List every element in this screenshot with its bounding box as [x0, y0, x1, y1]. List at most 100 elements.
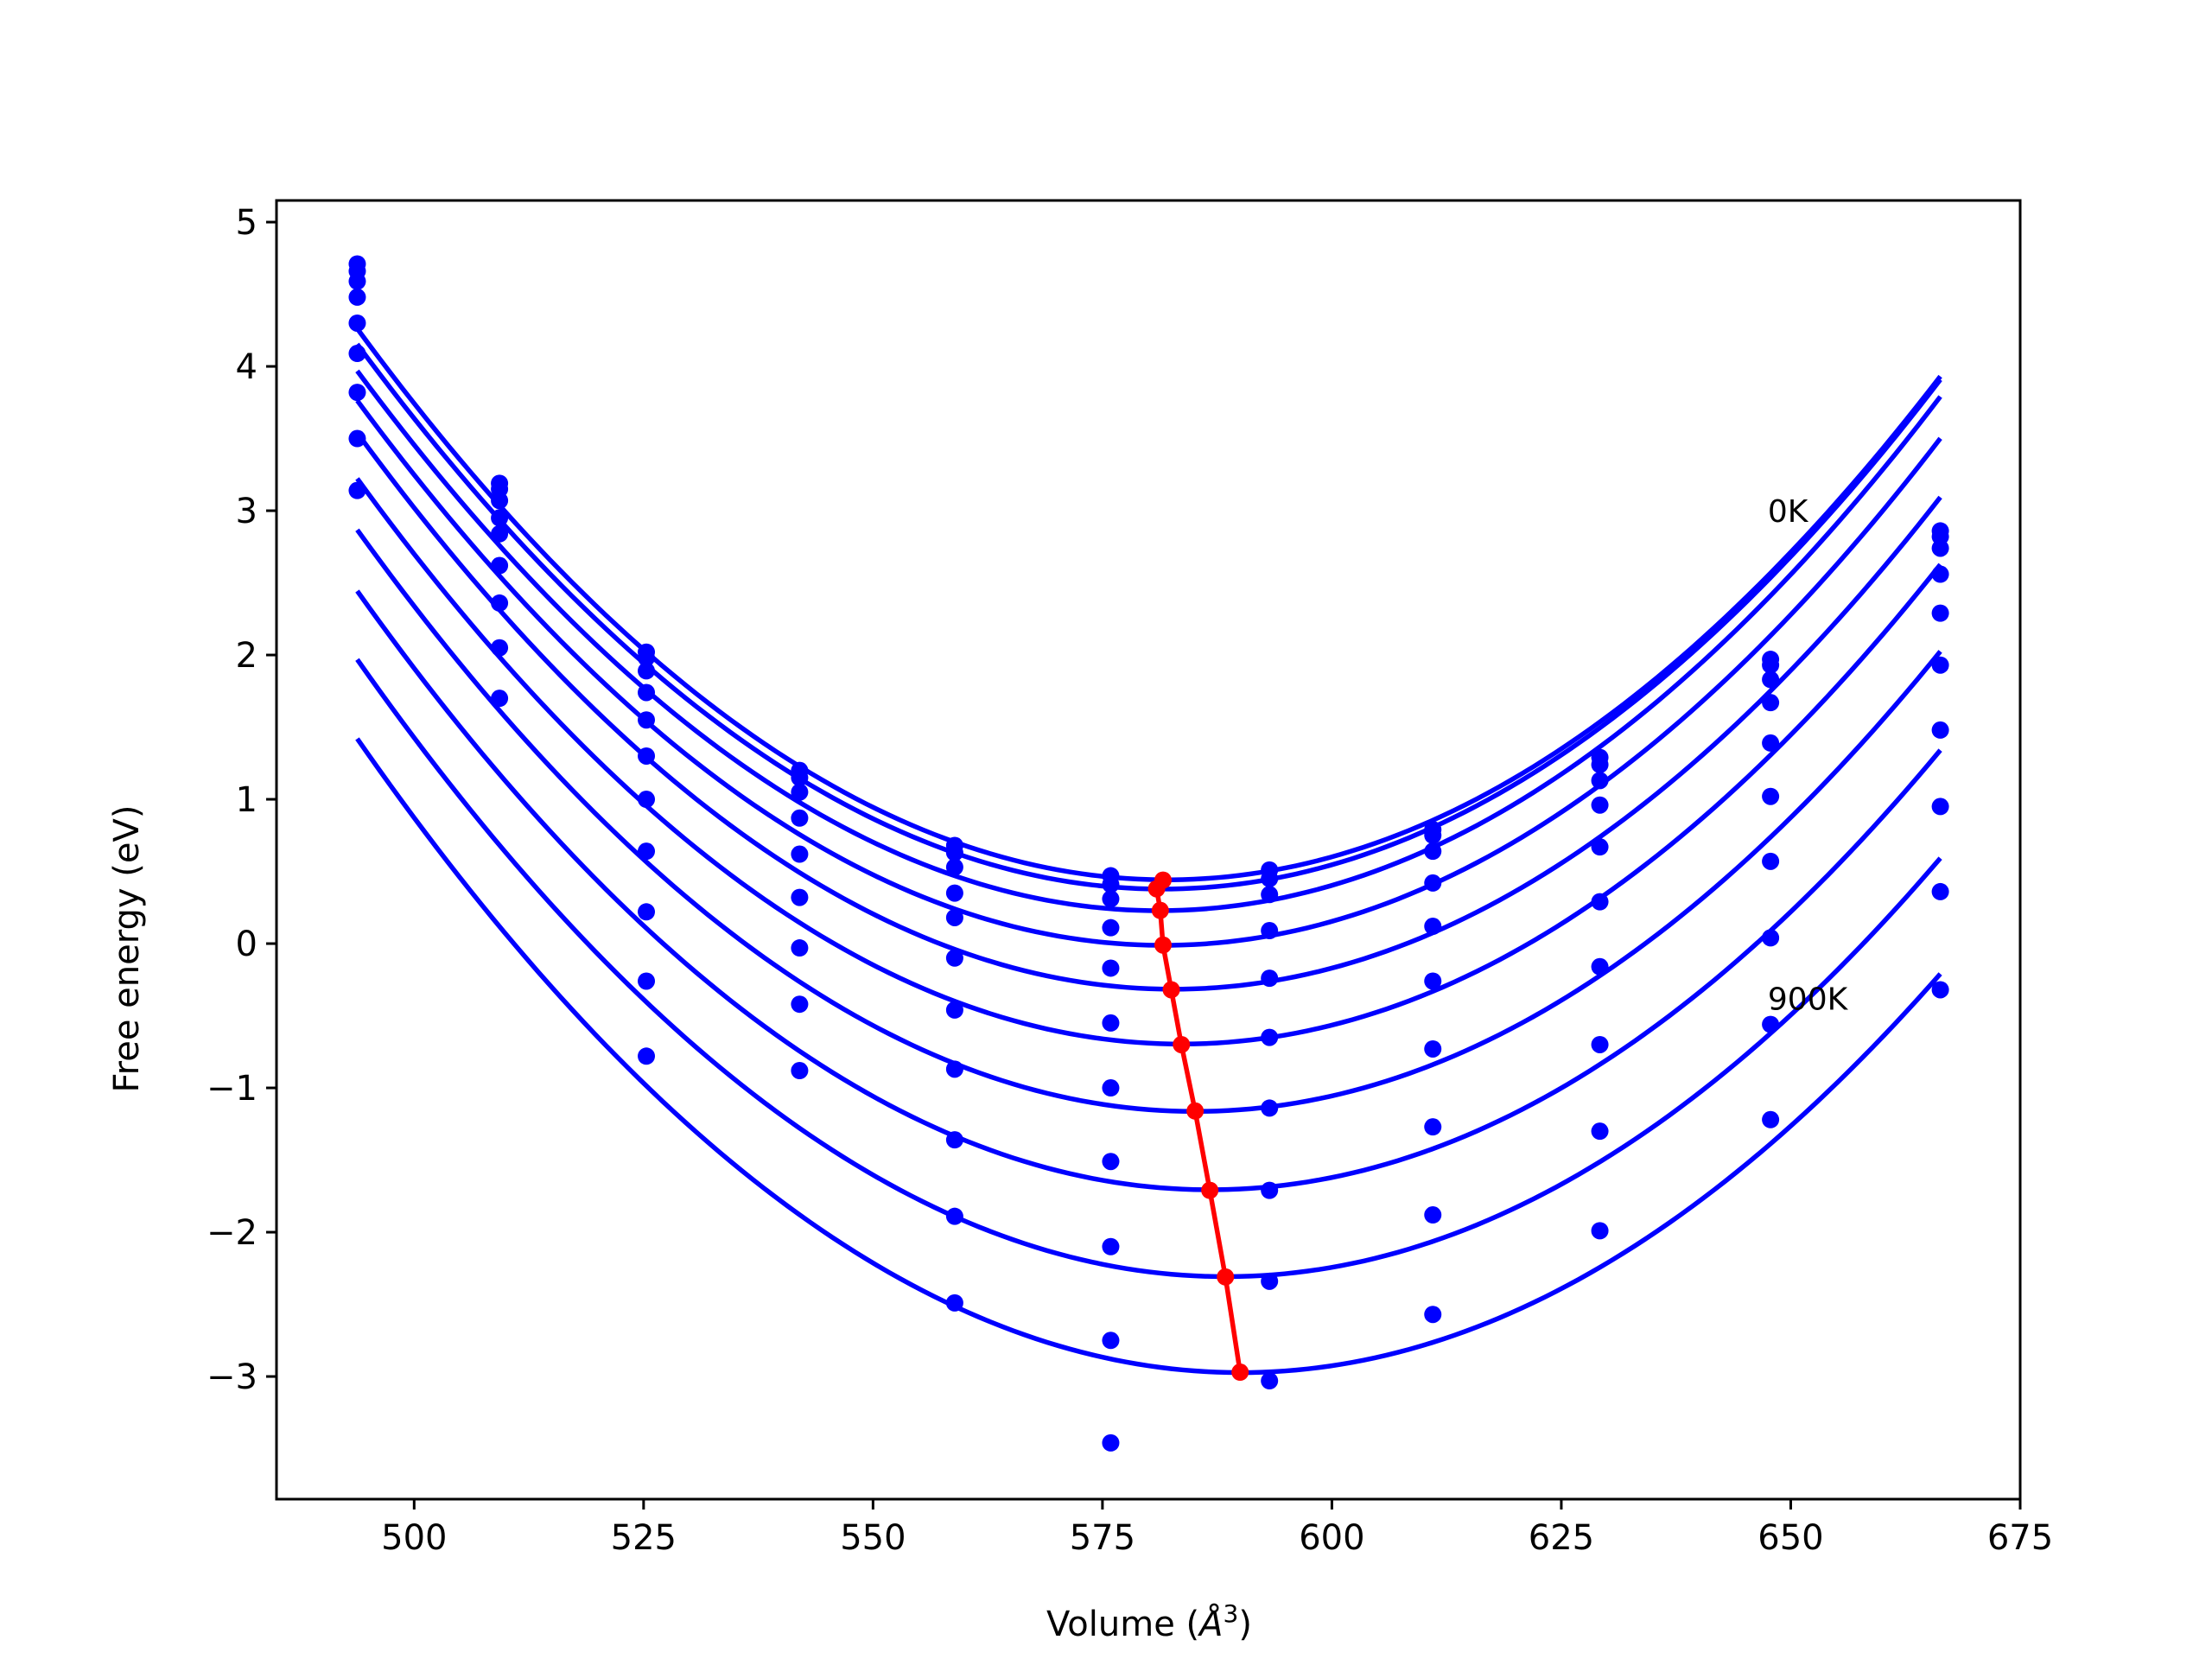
series-curve-300K: [355, 398, 1942, 948]
data-point-400K: [1424, 918, 1442, 936]
data-point-extra: [638, 1047, 656, 1065]
data-point-700K: [1261, 1181, 1279, 1199]
data-point-600K: [1424, 1039, 1442, 1058]
data-point-500K: [945, 949, 963, 967]
data-point-600K: [1591, 957, 1609, 976]
x-tick-label: 675: [1987, 1518, 2053, 1558]
data-point-300K: [945, 884, 963, 902]
y-axis-label: Free energy (eV): [107, 805, 147, 1093]
data-point-500K: [1102, 1014, 1120, 1032]
data-point-600K: [945, 1001, 963, 1019]
annotation-900k: 900K: [1768, 982, 1849, 1018]
data-point-200K: [491, 492, 509, 510]
x-tick-label: 600: [1299, 1518, 1364, 1558]
data-point-700K: [1424, 1118, 1442, 1136]
data-point-700K: [491, 639, 509, 657]
data-point-700K: [1591, 1035, 1609, 1053]
x-tick-label: 625: [1529, 1518, 1594, 1558]
data-point-800K: [1931, 882, 1949, 900]
x-tick-label: 500: [381, 1518, 447, 1558]
data-point-400K: [1762, 734, 1780, 752]
data-point-900K: [1102, 1332, 1120, 1350]
data-point-600K: [491, 594, 509, 612]
minimum-point: [1201, 1181, 1219, 1199]
data-point-700K: [1762, 929, 1780, 947]
data-point-300K: [348, 288, 366, 306]
data-point-300K: [1591, 796, 1609, 814]
data-point-800K: [638, 903, 656, 921]
y-tick-label: −3: [207, 1357, 257, 1397]
data-point-700K: [348, 429, 366, 448]
data-point-900K: [1762, 1110, 1780, 1128]
data-point-100K: [945, 843, 963, 861]
data-point-500K: [638, 747, 656, 765]
data-point-900K: [1424, 1306, 1442, 1324]
data-point-200K: [945, 858, 963, 876]
data-point-800K: [1102, 1237, 1120, 1255]
minimum-point: [1231, 1363, 1249, 1382]
data-point-800K: [1424, 1206, 1442, 1224]
data-point-400K: [638, 711, 656, 729]
series-curve-900K: [355, 737, 1942, 1376]
data-point-600K: [791, 939, 809, 957]
data-point-900K: [638, 972, 656, 990]
axes-frame: [275, 199, 2022, 1501]
series-curve-200K: [355, 369, 1942, 913]
data-point-200K: [1261, 886, 1279, 904]
series-curve-500K: [355, 477, 1942, 1047]
data-point-800K: [1261, 1272, 1279, 1290]
data-point-400K: [1102, 959, 1120, 977]
series-curve-700K: [355, 589, 1942, 1192]
data-point-300K: [491, 509, 509, 527]
y-tick-label: −2: [207, 1213, 257, 1253]
data-point-500K: [1424, 972, 1442, 990]
data-point-500K: [1931, 656, 1949, 674]
data-point-200K: [791, 783, 809, 801]
y-tick-label: 1: [236, 780, 257, 820]
data-point-800K: [348, 481, 366, 499]
annotations: 0K 900K: [1768, 494, 1849, 1017]
data-point-400K: [1261, 969, 1279, 988]
y-tick-label: 5: [236, 203, 257, 243]
data-point-500K: [791, 888, 809, 906]
data-point-200K: [348, 272, 366, 290]
x-tick-label: 650: [1758, 1518, 1823, 1558]
x-axis-label: Volume (Å3): [1046, 1599, 1252, 1645]
minimum-point: [1173, 1035, 1191, 1053]
data-point-300K: [638, 683, 656, 702]
data-point-700K: [638, 842, 656, 861]
minimum-point: [1147, 880, 1166, 898]
data-point-100K: [1762, 656, 1780, 674]
data-point-800K: [1591, 1122, 1609, 1141]
data-point-100K: [1261, 869, 1279, 887]
data-point-400K: [1591, 838, 1609, 856]
data-point-400K: [348, 314, 366, 332]
annotation-0k: 0K: [1768, 494, 1809, 530]
y-tick-label: 3: [236, 492, 257, 531]
x-tick-label: 525: [611, 1518, 677, 1558]
y-tick-label: 4: [236, 347, 257, 387]
x-tick-label: 575: [1070, 1518, 1135, 1558]
y-tick-label: 0: [236, 925, 257, 964]
data-point-100K: [1591, 755, 1609, 773]
minimum-point: [1186, 1102, 1205, 1120]
data-point-500K: [491, 556, 509, 575]
data-point-200K: [1931, 539, 1949, 557]
data-point-extra: [945, 1294, 963, 1312]
data-point-900K: [945, 1207, 963, 1225]
plot-content: [348, 255, 1949, 1452]
data-point-700K: [1931, 798, 1949, 816]
x-tick-label: 550: [840, 1518, 906, 1558]
y-tick-label: −1: [207, 1069, 257, 1109]
data-point-300K: [1261, 922, 1279, 940]
data-point-100K: [791, 769, 809, 786]
data-point-600K: [1762, 852, 1780, 870]
data-point-200K: [1424, 842, 1442, 861]
data-point-200K: [638, 662, 656, 680]
data-point-900K: [1261, 1372, 1279, 1390]
minimum-point: [1217, 1268, 1235, 1286]
data-point-300K: [1102, 918, 1120, 937]
data-point-600K: [1261, 1099, 1279, 1117]
